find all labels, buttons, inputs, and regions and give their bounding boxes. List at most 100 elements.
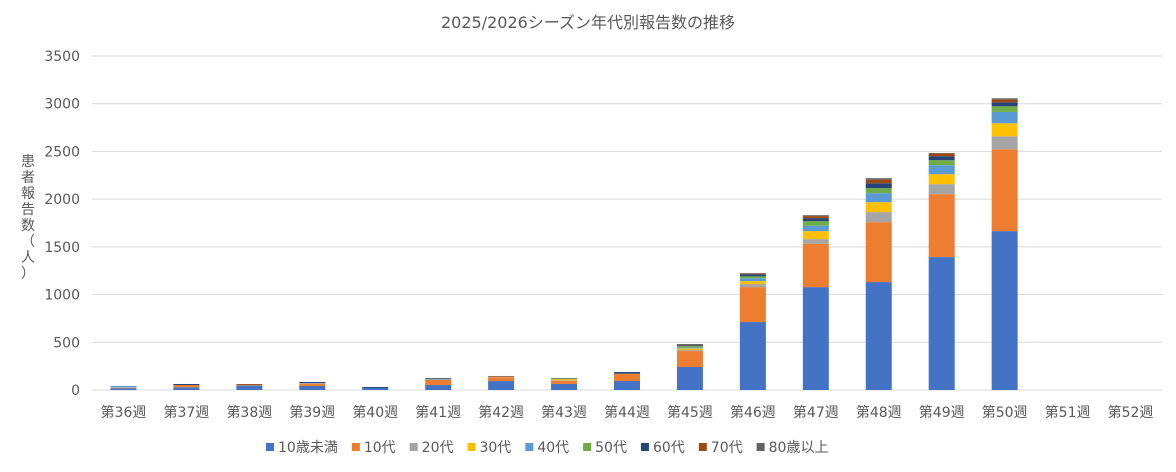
bar-segment [929, 160, 955, 165]
chart-title: 2025/2026シーズン年代別報告数の推移 [441, 13, 735, 32]
bar-segment [803, 239, 829, 244]
bar-segment [614, 372, 640, 374]
bar-segment [362, 388, 388, 390]
y-axis-label-char: 人 [21, 250, 35, 266]
bar-segment [362, 387, 388, 388]
x-tick-label: 第40週 [352, 404, 398, 421]
x-tick-label: 第51週 [1045, 404, 1091, 421]
x-tick-label: 第37週 [163, 404, 209, 421]
x-tick-label: 第39週 [289, 404, 335, 421]
bar-segment [866, 212, 892, 222]
bar-segment [425, 380, 451, 385]
x-axis-ticks: 第36週第37週第38週第39週第40週第41週第42週第43週第44週第45週… [101, 404, 1154, 421]
bar-segment [677, 347, 703, 348]
bar-segment [992, 149, 1018, 231]
bar-segment [614, 381, 640, 390]
bar-segment [740, 278, 766, 281]
bar-segment [803, 221, 829, 226]
bar-segment [677, 345, 703, 346]
bar-segment [929, 156, 955, 160]
x-tick-label: 第49週 [919, 404, 965, 421]
bar-segment [866, 282, 892, 390]
bar-segment [866, 188, 892, 193]
bar-segment [299, 386, 325, 390]
legend-label: 50代 [595, 440, 627, 456]
bar-segment [803, 218, 829, 221]
legend-label: 20代 [422, 440, 454, 456]
x-tick-label: 第48週 [856, 404, 902, 421]
legend-swatch [757, 443, 765, 451]
bar-segment [866, 183, 892, 188]
y-axis-label-char: ） [21, 266, 35, 282]
bar-segment [992, 102, 1018, 106]
legend-label: 40代 [537, 440, 569, 456]
y-axis-label-char: 数 [21, 218, 35, 234]
bar-segment [866, 193, 892, 202]
bar-segment [992, 100, 1018, 103]
y-axis-label-char: （ [21, 234, 35, 250]
x-tick-label: 第43週 [541, 404, 587, 421]
legend-swatch [467, 443, 475, 451]
legend-swatch [699, 443, 707, 451]
bar-segment [992, 136, 1018, 149]
bar-segment [740, 274, 766, 275]
bar-segment [803, 216, 829, 218]
legend-label: 60代 [653, 440, 685, 456]
bar-segment [992, 231, 1018, 390]
bar-segment [803, 226, 829, 231]
bar-segment [740, 276, 766, 278]
legend-label: 10歳未満 [278, 440, 338, 456]
bar-segment [299, 383, 325, 384]
x-tick-label: 第36週 [101, 404, 147, 421]
bar-segment [992, 106, 1018, 112]
bar-segment [803, 231, 829, 239]
bar-segment [677, 346, 703, 347]
bar-segment [110, 388, 136, 390]
legend-swatch [583, 443, 591, 451]
bar-segment [929, 257, 955, 390]
bar-segment [551, 384, 577, 390]
bar-segment [551, 379, 577, 380]
legend-label: 10代 [364, 440, 396, 456]
bar-segment [866, 178, 892, 180]
legend-label: 80歳以上 [769, 440, 829, 456]
y-axis-label-char: 患 [21, 154, 35, 170]
bar-segment [173, 387, 199, 390]
bar-segment [929, 154, 955, 157]
legend-swatch [525, 443, 533, 451]
bar-segment [740, 287, 766, 322]
y-tick-label: 2500 [44, 144, 80, 160]
legend-swatch [641, 443, 649, 451]
x-tick-label: 第44週 [604, 404, 650, 421]
bar-segment [677, 367, 703, 390]
y-tick-label: 3000 [44, 97, 80, 113]
y-tick-label: 3500 [44, 49, 80, 65]
bar-segment [236, 385, 262, 386]
bar-segment [929, 184, 955, 194]
bar-segment [866, 202, 892, 212]
y-tick-label: 0 [71, 383, 80, 399]
bar-segment [173, 385, 199, 387]
x-tick-label: 第46週 [730, 404, 776, 421]
bar-segment [425, 379, 451, 380]
bar-segment [992, 112, 1018, 123]
legend: 10歳未満 10代 20代 30代 40代 50代 60代 70代 80歳以上 [266, 440, 828, 456]
x-tick-label: 第47週 [793, 404, 839, 421]
y-tick-label: 500 [53, 335, 80, 351]
bar-segment [677, 348, 703, 350]
bar-segment [803, 287, 829, 390]
bar-segment [740, 322, 766, 390]
bar-segment [551, 378, 577, 379]
y-axis-label-char: 者 [21, 170, 35, 186]
legend-label: 70代 [711, 440, 743, 456]
x-tick-label: 第45週 [667, 404, 713, 421]
legend-label: 30代 [479, 440, 511, 456]
bar-segment [803, 215, 829, 216]
x-tick-label: 第38週 [226, 404, 272, 421]
bar-segment [677, 350, 703, 351]
bar-segment [614, 374, 640, 381]
bar-segment [425, 378, 451, 379]
y-tick-label: 1000 [44, 288, 80, 304]
